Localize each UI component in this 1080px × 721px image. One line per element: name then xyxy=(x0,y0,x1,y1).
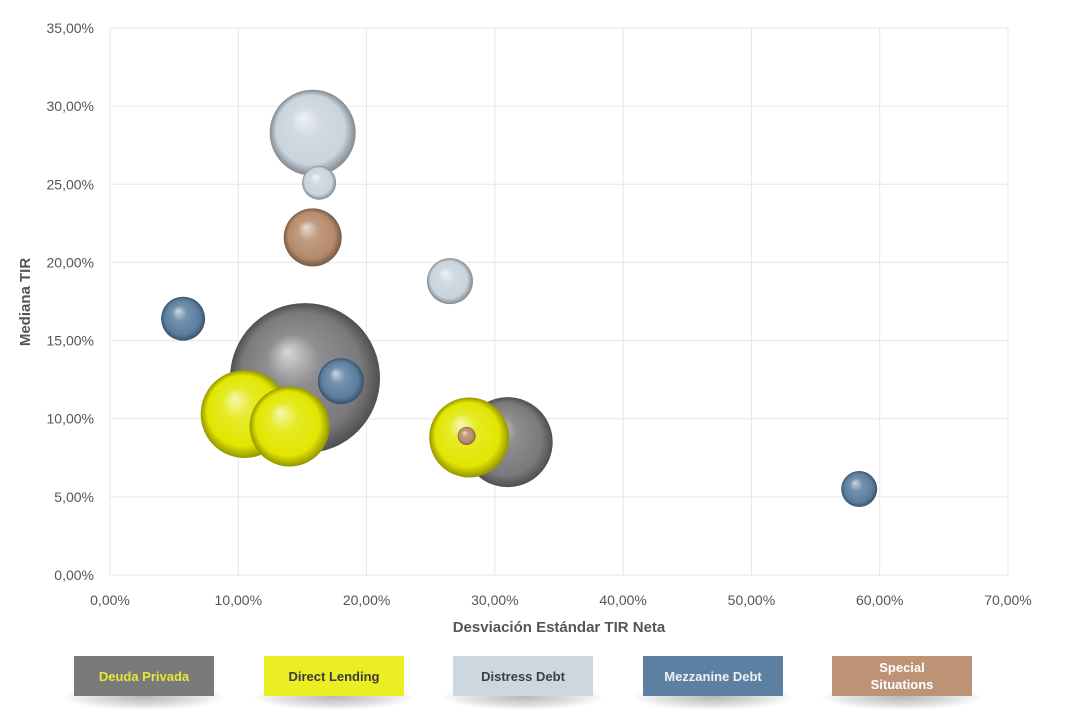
y-tick-label: 20,00% xyxy=(47,254,94,270)
bubble-distress-debt xyxy=(269,89,356,176)
y-tick-label: 25,00% xyxy=(47,176,94,192)
bubble-mezzanine-debt xyxy=(161,296,206,341)
bubble-special-situations xyxy=(457,426,476,445)
legend-label: Direct Lending xyxy=(288,668,380,684)
x-tick-label: 60,00% xyxy=(856,592,903,608)
bubble-distress-debt xyxy=(302,165,337,200)
y-tick-label: 15,00% xyxy=(47,333,94,349)
x-tick-label: 20,00% xyxy=(343,592,390,608)
legend-item: Direct Lending xyxy=(264,656,404,696)
x-tick-label: 50,00% xyxy=(728,592,775,608)
axis-ticks: 0,00% 10,00% 20,00% 30,00% 40,00% 50,00% 60,00… xyxy=(47,20,1032,608)
x-tick-label: 30,00% xyxy=(471,592,518,608)
legend-label: Mezzanine Debt xyxy=(664,668,762,684)
x-tick-label: 40,00% xyxy=(599,592,646,608)
bubble-direct-lending xyxy=(249,386,330,467)
x-tick-label: 70,00% xyxy=(984,592,1031,608)
bubbles xyxy=(161,89,878,508)
y-tick-label: 0,00% xyxy=(54,567,94,583)
x-axis-title: Desviación Estándar TIR Neta xyxy=(453,619,666,636)
bubble-special-situations xyxy=(283,208,342,267)
legend-item: Distress Debt xyxy=(453,656,593,696)
x-tick-label: 10,00% xyxy=(215,592,262,608)
bubble-distress-debt xyxy=(426,258,473,305)
y-tick-label: 5,00% xyxy=(54,489,94,505)
legend-label: Distress Debt xyxy=(481,668,565,684)
legend-label: Special Situations xyxy=(870,660,934,692)
legend-item: Mezzanine Debt xyxy=(643,656,783,696)
bubble-mezzanine-debt xyxy=(317,358,364,405)
legend-item: Deuda Privada xyxy=(74,656,214,696)
legend-item: Special Situations xyxy=(832,656,972,696)
y-tick-label: 35,00% xyxy=(47,20,94,36)
x-tick-label: 0,00% xyxy=(90,592,130,608)
y-axis-title: Mediana TIR xyxy=(17,258,34,347)
legend-label: Deuda Privada xyxy=(98,668,190,684)
y-tick-label: 10,00% xyxy=(47,411,94,427)
y-tick-label: 30,00% xyxy=(47,98,94,114)
bubble-mezzanine-debt xyxy=(841,471,878,508)
